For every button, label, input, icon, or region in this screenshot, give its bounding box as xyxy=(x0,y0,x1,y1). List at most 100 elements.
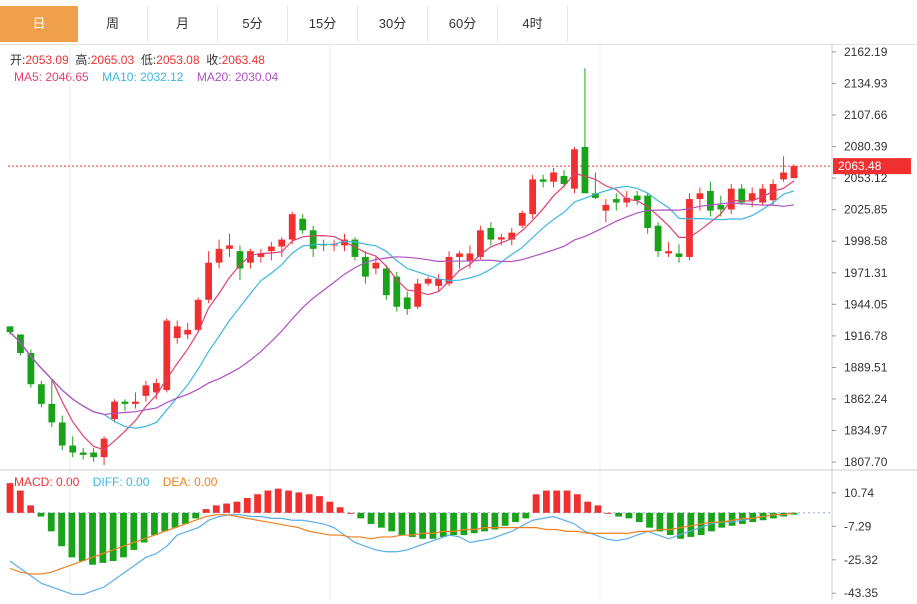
macd-bar xyxy=(687,512,695,537)
candle-body xyxy=(571,149,578,189)
macd-bar xyxy=(635,512,643,523)
macd-label-text: MACD: xyxy=(14,475,56,489)
macd-bar xyxy=(625,512,633,519)
macd-bar xyxy=(171,512,179,528)
diff-line xyxy=(9,512,795,596)
candle-body xyxy=(633,195,641,201)
open-value: 2053.09 xyxy=(25,53,69,67)
candle-body xyxy=(727,188,735,210)
candle-body xyxy=(706,190,714,211)
macd-bar xyxy=(202,509,210,513)
candle-body xyxy=(236,251,244,269)
candle-body xyxy=(37,384,45,404)
candle-body xyxy=(48,403,56,423)
macd-bar xyxy=(450,512,457,536)
macd-bar xyxy=(130,512,138,550)
candle-body xyxy=(121,401,129,404)
candle-body xyxy=(644,195,652,229)
macd-bar xyxy=(243,497,251,513)
price-tick-label: 2080.39 xyxy=(844,140,888,154)
macd-bar xyxy=(532,494,540,513)
dea-label: DEA: 0.00 xyxy=(163,475,218,489)
candle-body xyxy=(759,188,767,203)
macd-bar xyxy=(264,490,272,513)
macd-label: MACD: 0.00 xyxy=(14,475,79,489)
macd-bar xyxy=(501,512,509,526)
ma20-line xyxy=(9,202,795,416)
macd-bar xyxy=(439,512,447,537)
candle-body xyxy=(748,193,756,201)
candle-body xyxy=(100,438,108,458)
candle-body xyxy=(27,352,35,385)
ohlc-legend: 开:2053.09 高:2065.03 低:2053.08 收:2063.48 xyxy=(10,51,265,68)
candle-body xyxy=(466,253,474,261)
ma5-label-text: MA5: xyxy=(14,70,46,84)
candle-body xyxy=(435,278,442,286)
candle-body xyxy=(173,326,181,338)
macd-value: 0.00 xyxy=(56,475,80,489)
price-tick-label: 1971.31 xyxy=(844,266,888,280)
tab-8[interactable]: 4时 xyxy=(498,6,568,42)
candle-body xyxy=(602,204,610,211)
candle-body xyxy=(6,326,14,333)
candle-body xyxy=(205,262,213,300)
macd-bar xyxy=(790,512,798,515)
macd-bar xyxy=(47,512,55,532)
candle-body xyxy=(550,172,557,182)
candle-body xyxy=(518,212,526,226)
macd-bar xyxy=(512,512,519,523)
tab-1[interactable]: 日 xyxy=(0,6,78,42)
candle-body xyxy=(372,262,380,269)
diff-label-text: DIFF: xyxy=(92,475,127,489)
macd-bar xyxy=(563,490,571,513)
candle-body xyxy=(529,179,537,215)
candle-body xyxy=(665,251,672,254)
tab-2[interactable]: 周 xyxy=(78,6,148,42)
ma10-label-text: MA10: xyxy=(102,70,141,84)
candle-body xyxy=(487,228,495,240)
dea-value: 0.00 xyxy=(194,475,218,489)
macd-bar xyxy=(388,512,396,532)
tab-5[interactable]: 15分 xyxy=(288,6,358,42)
ma10-value: 2032.12 xyxy=(140,70,184,84)
price-tick-label: 1998.58 xyxy=(844,234,888,248)
candle-body xyxy=(393,276,401,307)
macd-bar xyxy=(305,494,313,513)
candle-body xyxy=(769,184,777,201)
macd-bar xyxy=(68,512,76,558)
candle-body xyxy=(152,383,160,393)
price-tick-label: 2053.12 xyxy=(844,171,888,185)
macd-bar xyxy=(181,512,189,524)
tab-7[interactable]: 60分 xyxy=(428,6,498,42)
candle-body xyxy=(215,248,223,263)
tab-6[interactable]: 30分 xyxy=(358,6,428,42)
ma20-value: 2030.04 xyxy=(234,70,279,84)
ma20-label-text: MA20: xyxy=(196,70,235,84)
high-value: 2065.03 xyxy=(90,53,135,67)
tab-3[interactable]: 月 xyxy=(148,6,218,42)
macd-bar xyxy=(470,512,478,534)
macd-bar xyxy=(347,512,354,514)
candle-body xyxy=(142,385,150,396)
macd-bar xyxy=(254,494,261,513)
macd-bar xyxy=(27,505,35,513)
candle-body xyxy=(456,253,463,257)
candle-body xyxy=(309,230,317,249)
candle-body xyxy=(90,452,98,458)
candle-body xyxy=(477,230,484,257)
macd-tick-label: -25.32 xyxy=(844,553,878,567)
candle-body xyxy=(612,199,620,203)
ma5-label: MA5: 2046.65 xyxy=(14,70,89,84)
macd-bar xyxy=(769,512,777,519)
tab-4[interactable]: 5分 xyxy=(218,6,288,42)
macd-bar xyxy=(326,501,334,513)
candle-body xyxy=(403,297,411,310)
diff-label: DIFF: 0.00 xyxy=(93,475,150,489)
price-tick-label: 1834.97 xyxy=(844,424,888,438)
dea-line xyxy=(9,512,795,575)
macd-bar xyxy=(99,512,107,563)
candle-body xyxy=(790,166,798,179)
ma5-line xyxy=(9,172,795,451)
candle-body xyxy=(69,445,77,453)
